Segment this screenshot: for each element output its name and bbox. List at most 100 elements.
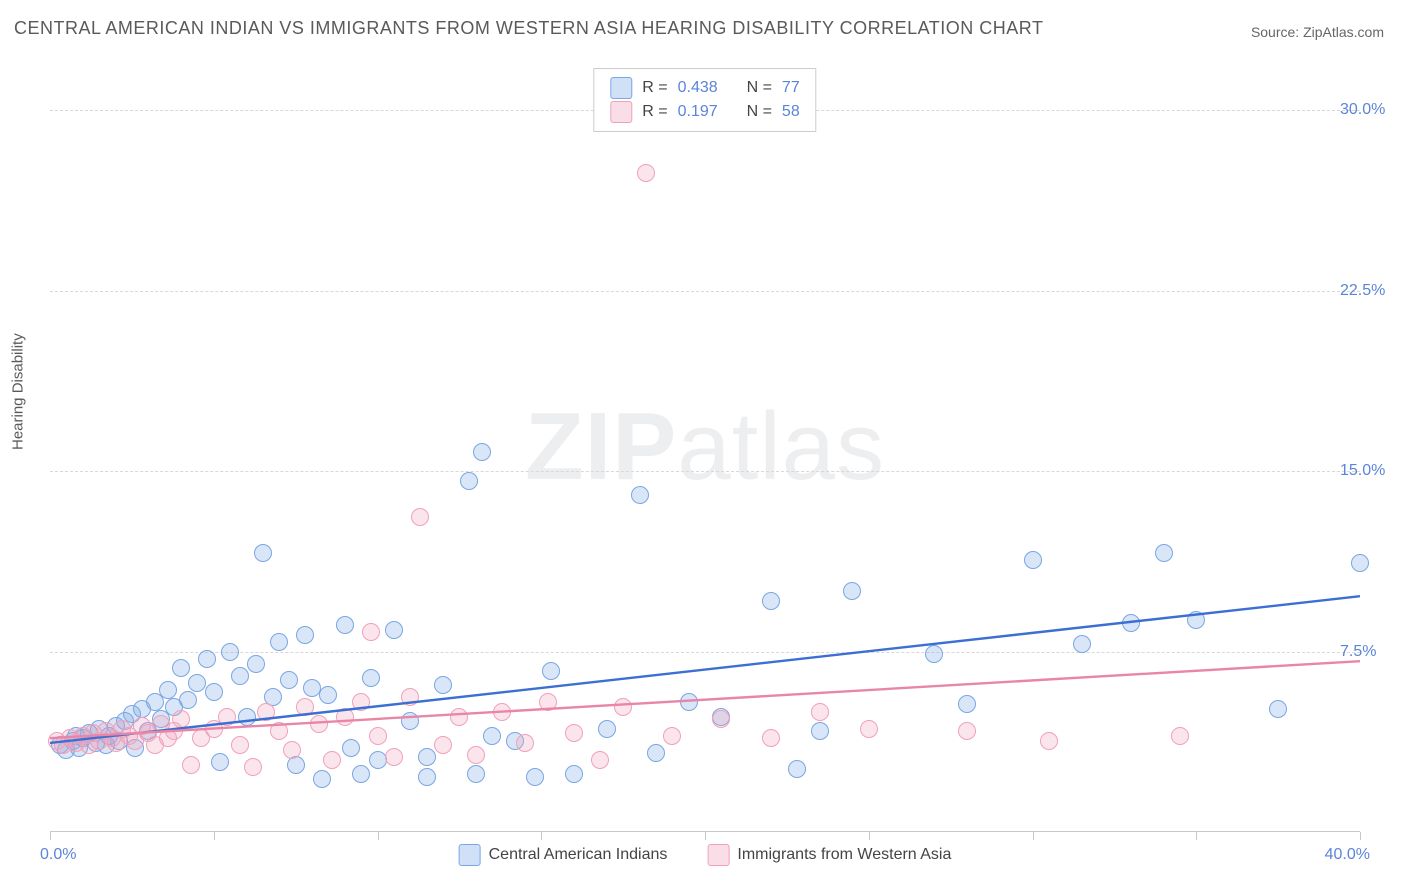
source-link[interactable]: ZipAtlas.com: [1303, 24, 1384, 40]
gridline: [50, 652, 1360, 653]
scatter-point: [313, 770, 331, 788]
scatter-point: [1187, 611, 1205, 629]
r-label: R =: [642, 103, 667, 121]
plot-area: 7.5%15.0%22.5%30.0%: [50, 62, 1360, 832]
scatter-point: [323, 751, 341, 769]
n-label: N =: [747, 79, 772, 97]
y-tick-label: 7.5%: [1340, 643, 1400, 661]
r-label: R =: [642, 79, 667, 97]
legend-stats-row: R = 0.197 N = 58: [610, 101, 799, 123]
scatter-point: [362, 669, 380, 687]
scatter-point: [270, 633, 288, 651]
gridline: [50, 291, 1360, 292]
scatter-point: [179, 691, 197, 709]
scatter-point: [1269, 700, 1287, 718]
legend-series: Central American Indians Immigrants from…: [459, 844, 952, 866]
x-tick: [1360, 832, 1361, 840]
scatter-point: [247, 655, 265, 673]
x-min-label: 0.0%: [40, 846, 76, 864]
scatter-point: [565, 765, 583, 783]
y-tick-label: 30.0%: [1340, 101, 1400, 119]
r-value-blue: 0.438: [678, 79, 718, 97]
scatter-point: [1351, 554, 1369, 572]
y-tick-label: 22.5%: [1340, 282, 1400, 300]
scatter-point: [296, 626, 314, 644]
scatter-point: [1073, 635, 1091, 653]
scatter-point: [159, 681, 177, 699]
y-tick-label: 15.0%: [1340, 462, 1400, 480]
scatter-point: [1040, 732, 1058, 750]
scatter-point: [369, 727, 387, 745]
scatter-point: [172, 659, 190, 677]
scatter-point: [958, 695, 976, 713]
scatter-point: [221, 643, 239, 661]
n-value-blue: 77: [782, 79, 800, 97]
scatter-point: [712, 710, 730, 728]
scatter-point: [188, 674, 206, 692]
scatter-point: [296, 698, 314, 716]
x-axis-line: [50, 831, 1360, 832]
scatter-point: [385, 748, 403, 766]
scatter-point: [539, 693, 557, 711]
scatter-point: [598, 720, 616, 738]
scatter-point: [450, 708, 468, 726]
chart-container: ZIPatlas 7.5%15.0%22.5%30.0% R = 0.438 N…: [50, 62, 1360, 832]
legend-label: Immigrants from Western Asia: [737, 846, 951, 864]
scatter-point: [762, 592, 780, 610]
scatter-point: [352, 693, 370, 711]
scatter-point: [614, 698, 632, 716]
scatter-point: [647, 744, 665, 762]
scatter-point: [182, 756, 200, 774]
scatter-point: [280, 671, 298, 689]
scatter-point: [467, 765, 485, 783]
scatter-point: [811, 722, 829, 740]
scatter-point: [418, 748, 436, 766]
scatter-point: [198, 650, 216, 668]
scatter-point: [483, 727, 501, 745]
scatter-point: [811, 703, 829, 721]
legend-swatch-blue: [459, 844, 481, 866]
scatter-point: [385, 621, 403, 639]
legend-swatch-pink: [707, 844, 729, 866]
scatter-point: [172, 710, 190, 728]
scatter-point: [362, 623, 380, 641]
scatter-point: [319, 686, 337, 704]
scatter-point: [231, 736, 249, 754]
legend-swatch-pink: [610, 101, 632, 123]
chart-title: CENTRAL AMERICAN INDIAN VS IMMIGRANTS FR…: [14, 18, 1043, 39]
scatter-point: [1171, 727, 1189, 745]
r-value-pink: 0.197: [678, 103, 718, 121]
scatter-point: [591, 751, 609, 769]
scatter-point: [925, 645, 943, 663]
legend-label: Central American Indians: [489, 846, 668, 864]
x-tick: [1033, 832, 1034, 840]
scatter-point: [244, 758, 262, 776]
y-axis-label: Hearing Disability: [10, 333, 27, 450]
n-label: N =: [747, 103, 772, 121]
legend-item: Immigrants from Western Asia: [707, 844, 951, 866]
scatter-point: [342, 739, 360, 757]
legend-item: Central American Indians: [459, 844, 668, 866]
scatter-point: [473, 443, 491, 461]
scatter-point: [460, 472, 478, 490]
scatter-point: [1155, 544, 1173, 562]
scatter-point: [788, 760, 806, 778]
scatter-point: [218, 708, 236, 726]
scatter-point: [418, 768, 436, 786]
scatter-point: [434, 736, 452, 754]
scatter-point: [336, 708, 354, 726]
scatter-point: [254, 544, 272, 562]
scatter-point: [1122, 614, 1140, 632]
scatter-point: [637, 164, 655, 182]
scatter-point: [336, 616, 354, 634]
scatter-point: [516, 734, 534, 752]
scatter-point: [283, 741, 301, 759]
scatter-point: [663, 727, 681, 745]
source-attribution: Source: ZipAtlas.com: [1251, 24, 1384, 40]
legend-stats: R = 0.438 N = 77 R = 0.197 N = 58: [593, 68, 816, 132]
x-max-label: 40.0%: [1325, 846, 1370, 864]
scatter-point: [565, 724, 583, 742]
scatter-point: [631, 486, 649, 504]
scatter-point: [467, 746, 485, 764]
scatter-point: [843, 582, 861, 600]
